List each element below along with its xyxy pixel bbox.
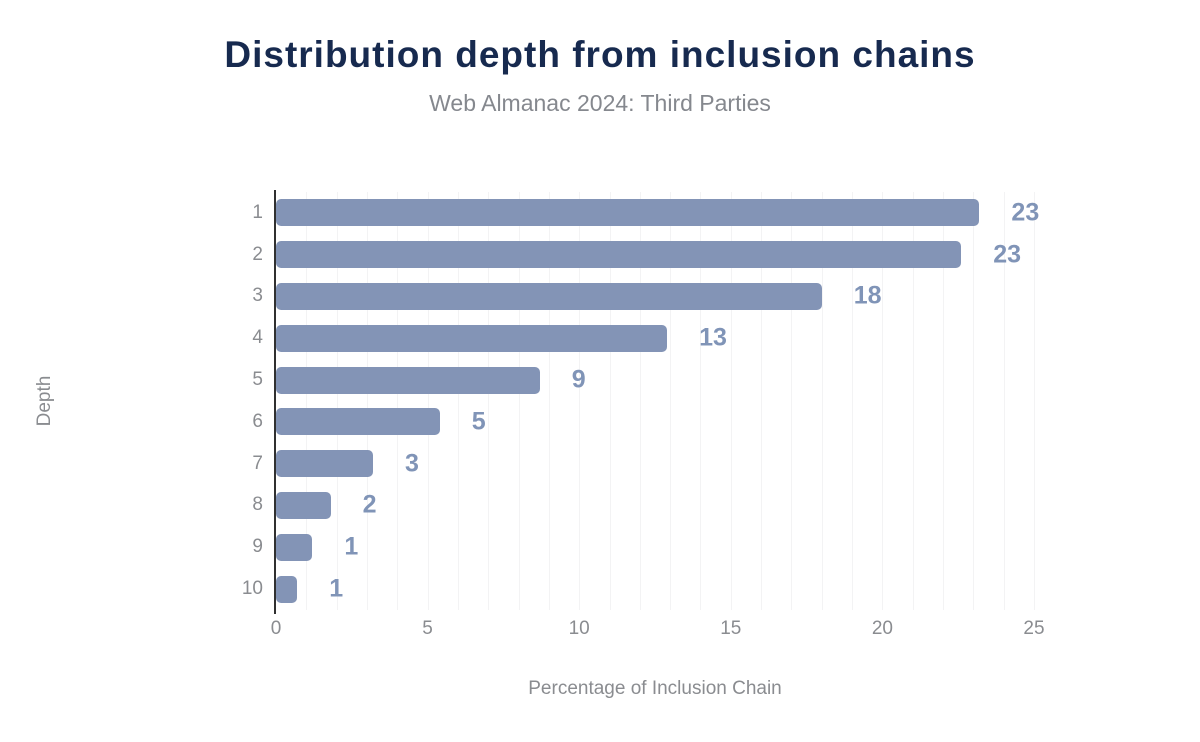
x-tick-label: 10: [568, 618, 590, 639]
bar-row: 3: [276, 443, 1034, 485]
bar-value-label: 1: [344, 532, 359, 561]
chart-subtitle: Web Almanac 2024: Third Parties: [429, 90, 771, 116]
gridline: [518, 192, 520, 610]
gridline: [821, 192, 823, 610]
bar-depth-7[interactable]: [276, 450, 374, 478]
bar-value-label: 2: [362, 490, 377, 519]
gridline: [457, 192, 459, 610]
bar-depth-2[interactable]: [276, 241, 962, 269]
gridline: [943, 192, 945, 610]
bar-value-label: 23: [993, 240, 1022, 269]
gridline: [700, 192, 702, 610]
x-tick-label: 20: [871, 618, 893, 639]
chart-title: Distribution depth from inclusion chains: [224, 34, 976, 75]
bar-row: 23: [276, 192, 1039, 234]
gridline: [639, 192, 641, 610]
y-tick-label: 5: [252, 369, 263, 391]
y-tick-label: 8: [252, 494, 263, 516]
bar-row: 2: [276, 485, 1034, 527]
y-tick-label: 4: [252, 327, 263, 349]
gridline: [852, 192, 854, 610]
bar-row: 13: [276, 317, 1034, 359]
gridline: [882, 192, 884, 610]
bar-row: 9: [276, 359, 1034, 401]
gridlines: [276, 192, 1035, 610]
x-tick-label: 15: [720, 618, 742, 639]
gridline: [791, 192, 793, 610]
y-tick-label: 1: [252, 201, 263, 223]
gridline: [1003, 192, 1005, 610]
gridline: [761, 192, 763, 610]
x-tick-label: 5: [422, 618, 433, 639]
y-axis-line: [274, 190, 276, 614]
bar-depth-3[interactable]: [276, 282, 822, 310]
gridline: [366, 192, 368, 610]
bar-value-label: 3: [405, 449, 419, 478]
bar-depth-5[interactable]: [276, 366, 540, 394]
x-axis-labels: 0 5 10 15 20 25: [271, 618, 1045, 642]
y-tick-label: 6: [252, 410, 263, 432]
y-tick-label: 2: [252, 243, 263, 265]
bar-row: 23: [276, 234, 1034, 276]
bar-value-label: 1: [329, 574, 344, 603]
gridline: [397, 192, 399, 610]
bar-value-label: 23: [1011, 198, 1040, 227]
bar-value-label: 9: [571, 365, 586, 394]
gridline: [548, 192, 550, 610]
gridline: [306, 192, 308, 610]
gridline: [609, 192, 611, 610]
bar-value-label: 18: [853, 281, 882, 310]
y-tick-label: 9: [252, 536, 263, 558]
x-tick-label: 0: [270, 618, 282, 639]
bar-depth-8[interactable]: [276, 491, 331, 519]
bar-value-label: 5: [471, 407, 486, 436]
gridline: [730, 192, 732, 610]
gridline: [1034, 192, 1035, 610]
gridline: [670, 192, 672, 610]
x-tick-label: 25: [1023, 618, 1045, 639]
bar-row: 5: [276, 401, 1034, 443]
y-tick-label: 7: [252, 452, 263, 474]
bar-row: 1: [276, 526, 1034, 568]
x-axis-title: Percentage of Inclusion Chain: [528, 678, 782, 699]
gridline: [912, 192, 914, 610]
y-axis-labels: 1 2 3 4 5 6 7 8 9 10: [0, 192, 263, 610]
bar-depth-4[interactable]: [276, 324, 668, 352]
gridline: [488, 192, 490, 610]
gridline: [427, 192, 429, 610]
bar-value-label: 13: [699, 323, 727, 352]
bar-depth-9[interactable]: [276, 533, 313, 561]
plot-area: 23 23 18 13 9 5 3 2 1 1: [274, 190, 1039, 614]
y-tick-label: 3: [252, 285, 263, 307]
bar-row: 1: [276, 568, 1034, 610]
gridline: [973, 192, 975, 610]
gridline: [579, 192, 581, 610]
bar-row: 18: [276, 276, 1034, 318]
bar-depth-10[interactable]: [276, 575, 298, 603]
y-tick-label: 10: [241, 578, 263, 600]
bar-depth-1[interactable]: [276, 199, 980, 227]
gridline: [336, 192, 338, 610]
bars-container: 23 23 18 13 9 5 3 2 1 1: [276, 192, 1039, 610]
bar-depth-6[interactable]: [276, 408, 440, 436]
